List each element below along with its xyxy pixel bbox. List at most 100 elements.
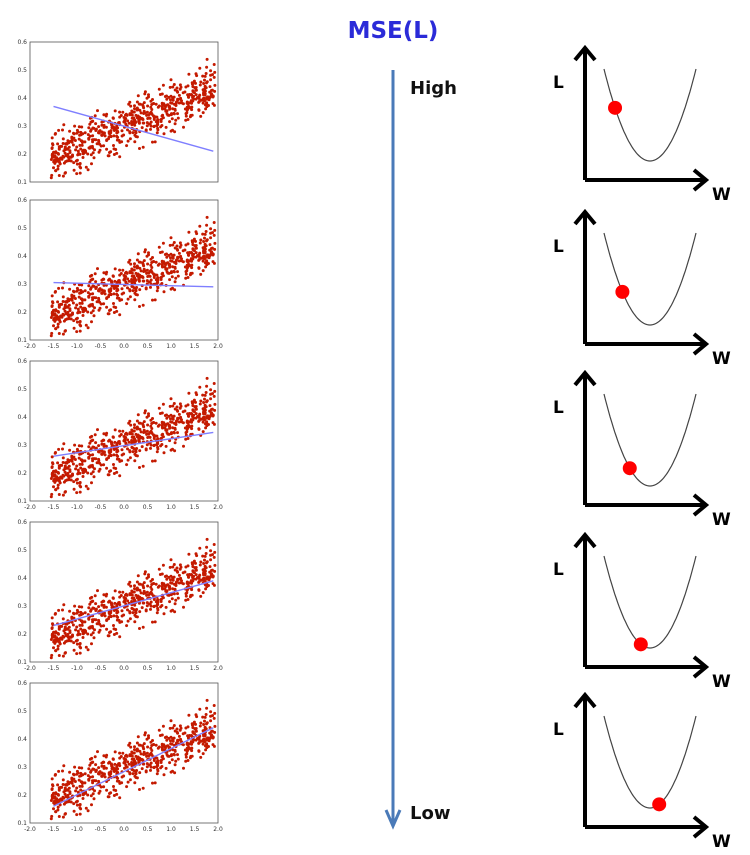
data-point xyxy=(137,743,141,747)
data-point xyxy=(209,250,213,254)
data-point xyxy=(105,112,109,116)
data-point xyxy=(141,145,145,149)
y-tick-label: 0.3 xyxy=(17,442,27,449)
data-point xyxy=(50,777,54,781)
data-point xyxy=(78,812,82,816)
data-point xyxy=(87,465,91,469)
data-point xyxy=(50,788,54,791)
data-point xyxy=(189,99,193,103)
data-point xyxy=(87,136,91,140)
data-point xyxy=(155,273,159,277)
data-point xyxy=(57,608,61,612)
data-point xyxy=(135,447,139,450)
data-point xyxy=(138,266,142,270)
data-point xyxy=(167,262,171,266)
data-point xyxy=(77,283,81,287)
data-point xyxy=(209,553,213,557)
data-point xyxy=(199,721,203,725)
data-point xyxy=(117,138,121,142)
data-point xyxy=(89,794,93,798)
data-point xyxy=(101,133,104,137)
data-point xyxy=(133,459,137,463)
data-point xyxy=(56,461,60,465)
data-point xyxy=(190,113,194,117)
data-point xyxy=(176,416,180,420)
data-point xyxy=(97,779,101,783)
data-point xyxy=(107,795,111,799)
data-point xyxy=(72,487,76,491)
data-point xyxy=(124,431,128,435)
data-point xyxy=(208,85,212,89)
data-point xyxy=(58,160,61,164)
data-point xyxy=(205,376,209,380)
data-point xyxy=(198,93,202,97)
data-point xyxy=(155,279,159,282)
data-point xyxy=(107,154,111,158)
data-point xyxy=(73,297,77,300)
data-point xyxy=(71,634,74,638)
data-point xyxy=(126,128,129,132)
data-point xyxy=(169,558,173,562)
data-point xyxy=(150,108,154,111)
data-point xyxy=(198,385,202,389)
data-point xyxy=(190,108,194,112)
data-point xyxy=(155,756,159,760)
loss-panel: LW xyxy=(553,44,731,205)
data-point xyxy=(146,104,150,108)
data-point xyxy=(156,767,160,771)
data-point xyxy=(161,402,165,406)
data-point xyxy=(133,291,137,295)
data-point xyxy=(198,224,202,228)
data-point xyxy=(75,303,79,307)
data-point xyxy=(107,761,111,765)
data-point xyxy=(89,311,93,315)
data-point xyxy=(128,130,132,134)
data-point xyxy=(205,400,208,404)
data-point xyxy=(205,239,208,243)
x-tick-label: -1.0 xyxy=(71,343,83,350)
data-point xyxy=(107,617,110,621)
data-point xyxy=(50,472,54,476)
data-point xyxy=(76,629,80,633)
data-point xyxy=(94,296,98,300)
data-point xyxy=(54,327,58,331)
data-point xyxy=(176,116,180,120)
data-point xyxy=(184,598,188,602)
data-point xyxy=(171,97,175,101)
data-point xyxy=(149,607,152,611)
data-point xyxy=(202,562,206,565)
data-point xyxy=(77,471,81,474)
data-point xyxy=(120,140,124,144)
data-point xyxy=(96,750,99,754)
data-point xyxy=(177,412,181,416)
data-point xyxy=(73,780,77,783)
data-point xyxy=(159,120,163,123)
data-point xyxy=(169,739,172,743)
data-point xyxy=(137,260,141,264)
data-point xyxy=(178,563,182,567)
data-point xyxy=(209,549,213,553)
data-point xyxy=(155,762,159,765)
data-point xyxy=(68,609,72,613)
data-point xyxy=(138,749,142,753)
data-point xyxy=(118,635,122,639)
loss-panel: LW xyxy=(553,531,731,692)
data-point xyxy=(78,171,82,175)
data-point xyxy=(204,587,208,591)
data-point xyxy=(154,743,158,747)
data-point xyxy=(146,745,150,749)
data-point xyxy=(120,614,124,618)
data-point xyxy=(137,121,141,125)
data-point xyxy=(162,451,166,455)
data-point xyxy=(148,116,152,120)
data-point xyxy=(167,414,171,418)
data-point xyxy=(176,738,180,742)
data-point xyxy=(112,153,116,156)
data-point xyxy=(147,271,151,275)
data-point xyxy=(128,456,132,460)
data-point xyxy=(205,545,209,549)
data-point xyxy=(130,589,134,593)
data-point xyxy=(141,103,145,107)
data-point xyxy=(160,264,164,268)
data-point xyxy=(122,116,126,119)
